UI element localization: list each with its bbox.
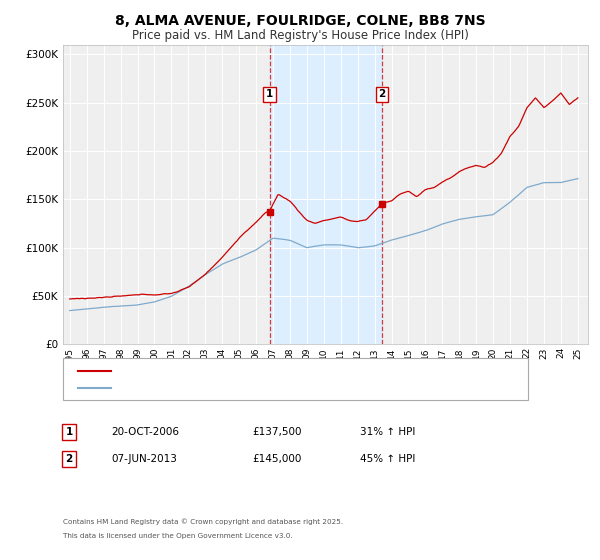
- Text: Price paid vs. HM Land Registry's House Price Index (HPI): Price paid vs. HM Land Registry's House …: [131, 29, 469, 42]
- Text: 2: 2: [378, 89, 386, 99]
- Text: This data is licensed under the Open Government Licence v3.0.: This data is licensed under the Open Gov…: [63, 533, 293, 539]
- Text: 07-JUN-2013: 07-JUN-2013: [111, 454, 177, 464]
- Text: £145,000: £145,000: [252, 454, 301, 464]
- Bar: [269, 45, 382, 344]
- Text: HPI: Average price, semi-detached house, Pendle: HPI: Average price, semi-detached house,…: [118, 384, 352, 393]
- Text: 8, ALMA AVENUE, FOULRIDGE, COLNE, BB8 7NS (semi-detached house): 8, ALMA AVENUE, FOULRIDGE, COLNE, BB8 7N…: [118, 366, 456, 375]
- Text: 31% ↑ HPI: 31% ↑ HPI: [360, 427, 415, 437]
- Text: 45% ↑ HPI: 45% ↑ HPI: [360, 454, 415, 464]
- Text: 2: 2: [65, 454, 73, 464]
- Text: £137,500: £137,500: [252, 427, 302, 437]
- Text: 1: 1: [266, 89, 273, 99]
- Text: Contains HM Land Registry data © Crown copyright and database right 2025.: Contains HM Land Registry data © Crown c…: [63, 519, 343, 525]
- Text: 1: 1: [65, 427, 73, 437]
- Text: 8, ALMA AVENUE, FOULRIDGE, COLNE, BB8 7NS: 8, ALMA AVENUE, FOULRIDGE, COLNE, BB8 7N…: [115, 14, 485, 28]
- Text: 20-OCT-2006: 20-OCT-2006: [111, 427, 179, 437]
